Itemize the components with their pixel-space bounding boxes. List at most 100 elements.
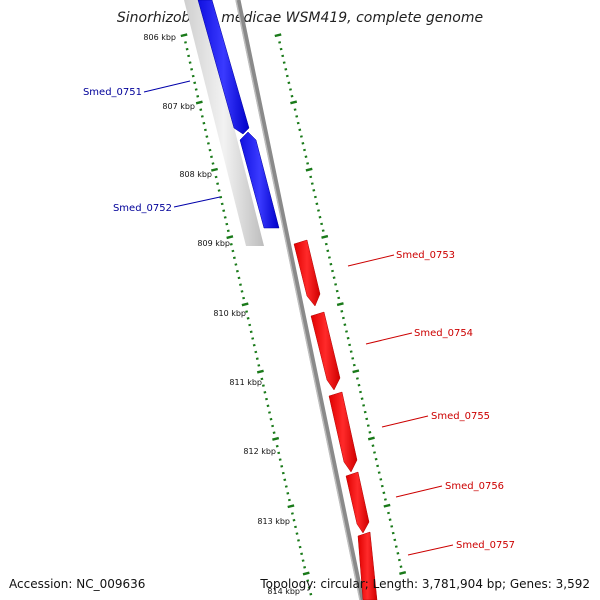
ruler-left-minor-tick — [277, 451, 281, 455]
label-Smed_0751[interactable]: Smed_0751 — [83, 87, 142, 98]
ruler-left-minor-tick — [193, 81, 197, 85]
tick-label-808: 808 kbp — [179, 170, 212, 179]
ruler-right-minor-tick — [382, 491, 386, 495]
leader-Smed_0756 — [395, 485, 443, 498]
label-Smed_0757[interactable]: Smed_0757 — [456, 540, 515, 551]
ruler-left-minor-tick — [286, 492, 290, 495]
ruler-right-minor-tick — [366, 424, 370, 427]
ruler-right-major-tick — [336, 302, 344, 307]
ruler-right-minor-tick — [295, 115, 299, 118]
ruler-right-minor-tick — [383, 498, 387, 501]
tick-label-809: 809 kbp — [197, 239, 230, 248]
ruler-left-minor-tick — [225, 222, 229, 226]
ruler-right-minor-tick — [306, 162, 310, 165]
ruler-right-minor-tick — [351, 357, 355, 360]
ruler-right-minor-tick — [282, 61, 286, 64]
tick-label-806: 806 kbp — [143, 33, 176, 42]
leader-Smed_0752 — [173, 196, 221, 208]
ruler-right-minor-tick — [289, 88, 292, 91]
ruler-left-minor-tick — [229, 243, 233, 246]
ruler-right-minor-tick — [326, 249, 330, 253]
gene-Smed_0752[interactable] — [239, 131, 280, 229]
ruler-right-minor-tick — [362, 404, 366, 407]
ruler-left-minor-tick — [292, 518, 296, 522]
ruler-left-minor-tick — [257, 364, 261, 367]
label-Smed_0752[interactable]: Smed_0752 — [113, 203, 172, 214]
ruler-left-minor-tick — [255, 357, 259, 360]
ruler-right-minor-tick — [387, 511, 390, 515]
ruler-left-minor-tick — [268, 411, 271, 414]
ruler-right-major-tick — [367, 436, 375, 441]
tick-label-814: 814 kbp — [267, 587, 300, 596]
ruler-right-minor-tick — [312, 189, 316, 192]
ruler-right-minor-tick — [368, 431, 372, 434]
forward-strand-band — [184, 0, 264, 246]
ruler-right-minor-tick — [332, 276, 336, 279]
ruler-right-minor-tick — [287, 81, 291, 85]
ruler-left-minor-tick — [300, 552, 304, 556]
ruler-left-minor-tick — [184, 41, 187, 44]
ruler-right-major-tick — [290, 100, 298, 105]
gene-Smed_0751[interactable] — [197, 0, 250, 135]
gene-Smed_0754[interactable] — [310, 311, 341, 391]
label-Smed_0754[interactable]: Smed_0754 — [414, 328, 473, 339]
gene-Smed_0755[interactable] — [328, 391, 358, 473]
ruler-left-minor-tick — [214, 175, 218, 179]
ruler-left-minor-tick — [298, 545, 302, 549]
ruler-left-minor-tick — [271, 424, 275, 428]
ruler-left-minor-tick — [185, 47, 189, 51]
ruler-right-minor-tick — [317, 209, 320, 212]
ruler-right-minor-tick — [318, 215, 322, 219]
leader-Smed_0754 — [365, 332, 413, 345]
ruler-left-minor-tick — [254, 350, 258, 354]
ruler-right-major-tick — [274, 33, 282, 38]
ruler-left-minor-tick — [265, 397, 268, 401]
ruler-left-minor-tick — [301, 559, 305, 562]
ruler-right-minor-tick — [365, 417, 369, 421]
ruler-right-minor-tick — [331, 269, 334, 273]
ruler-left-minor-tick — [194, 88, 198, 91]
ruler-left-minor-tick — [211, 162, 215, 165]
ruler-left-minor-tick — [187, 54, 191, 58]
ruler-left-minor-tick — [206, 142, 210, 145]
ruler-right-minor-tick — [321, 229, 325, 232]
ruler-right-minor-tick — [327, 256, 331, 259]
ruler-left-major-tick — [211, 167, 218, 172]
ruler-left-minor-tick — [231, 249, 235, 253]
ruler-left-minor-tick — [217, 189, 221, 192]
ruler-right-minor-tick — [346, 336, 350, 340]
leader-Smed_0757 — [407, 544, 454, 556]
ruler-left-minor-tick — [290, 512, 294, 515]
ruler-left-minor-tick — [226, 229, 230, 233]
gene-Smed_0757[interactable] — [357, 531, 378, 600]
genome-backbone — [235, 0, 365, 600]
ruler-right-minor-tick — [310, 182, 314, 185]
ruler-right-minor-tick — [394, 545, 398, 548]
ruler-right-minor-tick — [290, 94, 294, 98]
ruler-right-minor-tick — [388, 518, 392, 521]
ruler-left-minor-tick — [249, 330, 253, 334]
ruler-right-minor-tick — [315, 202, 319, 206]
ruler-left-minor-tick — [295, 532, 299, 535]
label-Smed_0755[interactable]: Smed_0755 — [431, 411, 490, 422]
ruler-right-minor-tick — [285, 74, 289, 78]
label-Smed_0756[interactable]: Smed_0756 — [445, 481, 504, 492]
tick-labels: 806 kbp 807 kbp 808 kbp 809 kbp 810 kbp … — [143, 33, 300, 596]
leader-Smed_0753 — [347, 254, 395, 267]
ruler-right-minor-tick — [303, 148, 306, 152]
ruler-right-minor-tick — [296, 121, 300, 125]
ruler-left-minor-tick — [283, 478, 287, 482]
gene-Smed_0753[interactable] — [293, 239, 321, 307]
ruler-left-minor-tick — [188, 61, 192, 64]
ruler-left-minor-tick — [239, 283, 242, 286]
ruler-right-minor-tick — [298, 128, 302, 132]
ruler-right-minor-tick — [355, 377, 359, 380]
ruler-left-minor-tick — [248, 323, 252, 327]
ruler-right-minor-tick — [337, 296, 341, 300]
gene-Smed_0756[interactable] — [345, 471, 370, 534]
ruler-left-minor-tick — [234, 263, 238, 266]
ruler-left-minor-tick — [191, 74, 195, 78]
ruler-left-minor-tick — [303, 566, 307, 569]
label-Smed_0753[interactable]: Smed_0753 — [396, 250, 455, 261]
